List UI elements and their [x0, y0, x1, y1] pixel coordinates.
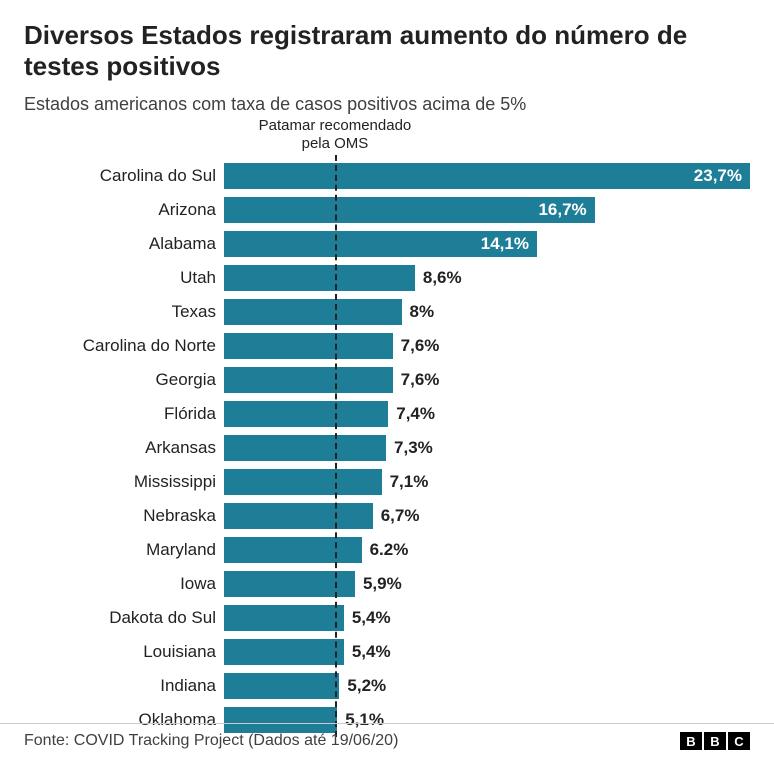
- category-label: Flórida: [24, 404, 224, 424]
- bbc-logo-block: C: [728, 732, 750, 750]
- table-row: Nebraska 6,7%: [24, 501, 750, 531]
- value-label: 6,7%: [373, 506, 420, 526]
- table-row: Maryland 6.2%: [24, 535, 750, 565]
- bar-wrap: 14,1%: [224, 231, 750, 257]
- table-row: Indiana 5,2%: [24, 671, 750, 701]
- value-label: 5,4%: [344, 642, 391, 662]
- bar-wrap: 5,4%: [224, 605, 750, 631]
- category-label: Arkansas: [24, 438, 224, 458]
- category-label: Utah: [24, 268, 224, 288]
- bbc-logo: BBC: [680, 732, 750, 750]
- value-label: 7,6%: [393, 370, 440, 390]
- category-label: Iowa: [24, 574, 224, 594]
- bar: [224, 299, 402, 325]
- table-row: Dakota do Sul 5,4%: [24, 603, 750, 633]
- bar-wrap: 7,3%: [224, 435, 750, 461]
- bar-wrap: 5,4%: [224, 639, 750, 665]
- category-label: Carolina do Norte: [24, 336, 224, 356]
- category-label: Louisiana: [24, 642, 224, 662]
- value-label: 8,6%: [415, 268, 462, 288]
- value-label: 7,1%: [382, 472, 429, 492]
- bbc-logo-block: B: [680, 732, 702, 750]
- bar-wrap: 5,9%: [224, 571, 750, 597]
- bar-wrap: 6.2%: [224, 537, 750, 563]
- bar-wrap: 5,2%: [224, 673, 750, 699]
- value-label: 5,2%: [339, 676, 386, 696]
- bar-chart: Patamar recomendadopela OMS Carolina do …: [24, 161, 750, 735]
- category-label: Dakota do Sul: [24, 608, 224, 628]
- bar-wrap: 6,7%: [224, 503, 750, 529]
- value-label: 7,3%: [386, 438, 433, 458]
- bar-wrap: 7,1%: [224, 469, 750, 495]
- value-label: 7,6%: [393, 336, 440, 356]
- value-label: 23,7%: [694, 166, 750, 186]
- bar-wrap: 16,7%: [224, 197, 750, 223]
- bar-wrap: 8,6%: [224, 265, 750, 291]
- category-label: Alabama: [24, 234, 224, 254]
- bar: [224, 537, 362, 563]
- chart-title: Diversos Estados registraram aumento do …: [24, 20, 750, 82]
- category-label: Maryland: [24, 540, 224, 560]
- bar: [224, 503, 373, 529]
- bar-wrap: 23,7%: [224, 163, 750, 189]
- category-label: Texas: [24, 302, 224, 322]
- chart-footer: Fonte: COVID Tracking Project (Dados até…: [0, 723, 774, 750]
- table-row: Carolina do Sul 23,7%: [24, 161, 750, 191]
- value-label: 8%: [402, 302, 435, 322]
- table-row: Texas 8%: [24, 297, 750, 327]
- value-label: 5,9%: [355, 574, 402, 594]
- bbc-logo-block: B: [704, 732, 726, 750]
- bar: [224, 367, 393, 393]
- category-label: Mississippi: [24, 472, 224, 492]
- table-row: Arkansas 7,3%: [24, 433, 750, 463]
- bar: [224, 605, 344, 631]
- bar: [224, 469, 382, 495]
- bar-wrap: 8%: [224, 299, 750, 325]
- category-label: Georgia: [24, 370, 224, 390]
- bar-wrap: 7,6%: [224, 367, 750, 393]
- category-label: Carolina do Sul: [24, 166, 224, 186]
- reference-annotation: Patamar recomendadopela OMS: [245, 117, 425, 153]
- table-row: Carolina do Norte 7,6%: [24, 331, 750, 361]
- table-row: Louisiana 5,4%: [24, 637, 750, 667]
- bar: [224, 401, 388, 427]
- category-label: Arizona: [24, 200, 224, 220]
- bar: [224, 333, 393, 359]
- category-label: Nebraska: [24, 506, 224, 526]
- bar-wrap: 7,6%: [224, 333, 750, 359]
- table-row: Alabama 14,1%: [24, 229, 750, 259]
- reference-line: [335, 155, 337, 737]
- table-row: Utah 8,6%: [24, 263, 750, 293]
- table-row: Arizona 16,7%: [24, 195, 750, 225]
- bar: [224, 639, 344, 665]
- value-label: 14,1%: [481, 234, 537, 254]
- table-row: Mississippi 7,1%: [24, 467, 750, 497]
- source-text: Fonte: COVID Tracking Project (Dados até…: [24, 732, 398, 750]
- bar-wrap: 7,4%: [224, 401, 750, 427]
- table-row: Flórida 7,4%: [24, 399, 750, 429]
- category-label: Indiana: [24, 676, 224, 696]
- table-row: Georgia 7,6%: [24, 365, 750, 395]
- value-label: 16,7%: [538, 200, 594, 220]
- bar: [224, 673, 339, 699]
- value-label: 5,4%: [344, 608, 391, 628]
- table-row: Iowa 5,9%: [24, 569, 750, 599]
- bar: [224, 265, 415, 291]
- chart-subtitle: Estados americanos com taxa de casos pos…: [24, 94, 750, 115]
- bar: [224, 435, 386, 461]
- value-label: 7,4%: [388, 404, 435, 424]
- value-label: 6.2%: [362, 540, 409, 560]
- bar: [224, 163, 750, 189]
